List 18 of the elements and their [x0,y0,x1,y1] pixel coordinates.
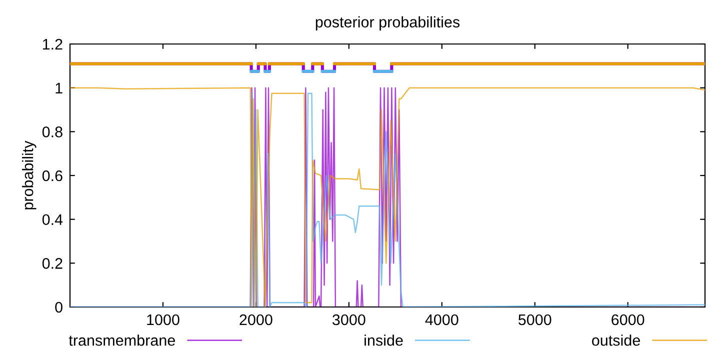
y-axis-title: probability [22,140,36,210]
legend-label: outside [592,334,640,346]
x-tick-label: 3000 [332,314,366,326]
y-tick-label: 0.8 [42,126,62,138]
y-tick-label: 0 [55,302,62,313]
y-tick-label: 0.6 [42,170,62,182]
x-tick-label: 4000 [425,314,458,326]
y-tick-label: 1.2 [42,38,62,50]
y-tick-label: 0.4 [42,214,63,226]
x-tick-label: 1000 [147,314,180,326]
y-tick-label: 1 [56,82,62,94]
legend-label: inside [364,334,403,346]
legend-label: transmembrane [68,334,175,346]
x-tick-label: 6000 [612,314,644,326]
x-tick-label: 2000 [240,314,272,326]
x-tick-label: 5000 [518,314,552,326]
y-tick-label: 0.2 [42,258,62,269]
chart-title: posterior probabilities [316,16,460,31]
